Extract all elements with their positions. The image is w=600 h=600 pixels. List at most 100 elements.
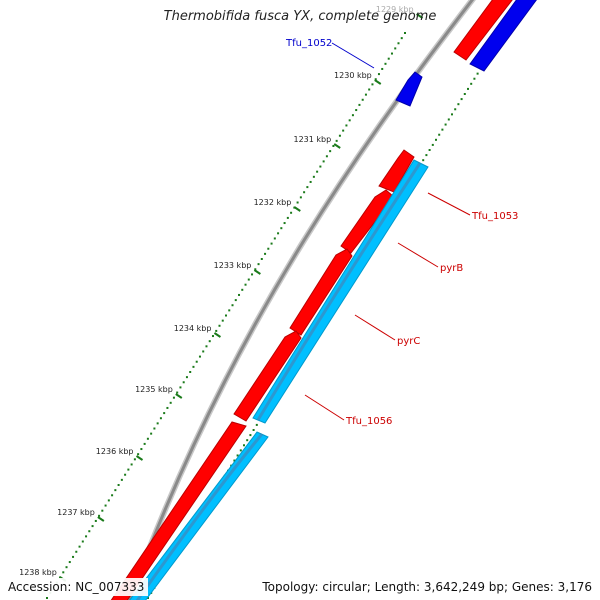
feature-tracks [108, 0, 540, 600]
gene-label[interactable]: pyrC [397, 336, 420, 347]
tick-dot-outer [394, 47, 397, 50]
tick-dot-outer [319, 165, 322, 168]
tick-dot-inner [447, 118, 450, 121]
gene-tfu-1056-arrow[interactable] [233, 330, 302, 422]
tick-dot-inner [473, 77, 476, 80]
tick-dot-outer [81, 540, 84, 543]
gene-top-blue[interactable] [469, 0, 540, 72]
tick-dot-outer [238, 293, 241, 296]
gene-label[interactable]: Tfu_1052 [285, 38, 332, 49]
tick-dot-outer [98, 514, 101, 517]
tick-dot-outer [75, 550, 78, 553]
genome-summary: Topology: circular; Length: 3,642,249 bp… [258, 578, 596, 596]
tick-dot-outer [218, 324, 221, 327]
gene-lower-red[interactable] [108, 421, 247, 600]
tick-dot-outer [127, 468, 130, 471]
tick-dot-outer [231, 304, 234, 307]
tick-major [213, 332, 222, 338]
gene-tfu-1053-arrow[interactable] [378, 149, 415, 193]
kbp-label: 1232 kbp [254, 198, 292, 207]
tick-dot-outer [101, 509, 104, 512]
kbp-label: 1238 kbp [19, 568, 57, 577]
tick-dot-inner [425, 154, 428, 157]
tick-dot-outer [146, 437, 149, 440]
tick-dot-outer [195, 360, 198, 363]
genome-title: Thermobifida fusca YX, complete genome [163, 9, 437, 24]
gene-label[interactable]: pyrB [440, 263, 463, 274]
gene-top-red[interactable] [453, 0, 516, 61]
tick-dot-inner [252, 429, 255, 431]
tick-dot-outer [277, 232, 280, 235]
tick-dot-inner [451, 113, 453, 116]
tick-major [175, 393, 183, 399]
tick-dot-outer [163, 412, 166, 415]
tick-dot-outer [377, 73, 380, 76]
tick-dot-outer [111, 494, 114, 497]
tick-dot-outer [371, 83, 374, 86]
kbp-label: 1236 kbp [96, 447, 134, 456]
gene-label-leader [354, 314, 396, 341]
cds-track-shade [256, 162, 422, 421]
gene-label-leader [331, 42, 375, 69]
tick-dot-outer [381, 67, 384, 70]
tick-dot-outer [342, 129, 345, 132]
tick-dot-outer [348, 119, 351, 122]
gene-label[interactable]: Tfu_1056 [345, 416, 392, 427]
tick-dot-outer [88, 530, 91, 533]
tick-dot-outer [198, 355, 201, 358]
tick-dot-outer [153, 427, 156, 430]
gene-label-leader [304, 394, 345, 421]
tick-dot-outer [338, 134, 341, 137]
tick-dot-outer [62, 571, 65, 574]
tick-dot-outer [260, 258, 263, 260]
tick-dot-outer [361, 98, 364, 101]
gene-tfu-1052-arrow[interactable] [395, 71, 423, 107]
tick-dot-inner [422, 159, 425, 162]
tick-major [135, 455, 144, 461]
accession-label: Accession: NC_007333 [4, 578, 149, 596]
tick-dot-outer [329, 150, 332, 153]
tick-dot-outer [94, 519, 97, 522]
tick-dot-outer [140, 448, 143, 451]
tick-dot-outer [104, 504, 107, 507]
tick-dot-outer [156, 422, 159, 425]
cds-track-shade-lower [135, 433, 264, 600]
gene-pyrC-arrow[interactable] [289, 248, 353, 336]
tick-dot-outer [166, 406, 169, 409]
tick-dot-inner [463, 93, 466, 95]
kbp-label: 1233 kbp [214, 261, 252, 270]
tick-dot-outer [312, 175, 315, 178]
tick-dot-inner [467, 87, 469, 90]
tick-dot-outer [65, 566, 68, 569]
tick-dot-outer [211, 335, 214, 338]
tick-dot-outer [299, 196, 302, 199]
gene-label[interactable]: Tfu_1053 [471, 211, 518, 222]
tick-major [416, 13, 424, 19]
tick-dot-outer [225, 314, 227, 317]
tick-major [293, 206, 301, 212]
tick-dot-inner [243, 444, 245, 447]
tick-dot-outer [169, 401, 172, 404]
kbp-label: 1229 kbp [376, 5, 414, 14]
tick-dot-outer [91, 525, 94, 528]
tick-dot-outer [185, 376, 188, 379]
tick-dot-outer [78, 545, 81, 548]
tick-dot-inner [431, 143, 434, 146]
tick-dot-outer [189, 371, 192, 373]
tick-dot-outer [368, 88, 371, 91]
tick-dot-inner [476, 72, 479, 75]
tick-major [97, 516, 105, 522]
tick-dot-outer [117, 484, 120, 486]
tick-dot-outer [143, 442, 146, 445]
tick-dot-outer [358, 103, 361, 106]
tick-dot-outer [404, 32, 406, 34]
tick-dot-outer [306, 186, 309, 189]
gene-label-leader [427, 192, 471, 216]
tick-dot-outer [72, 555, 75, 558]
gene-labels: 1229 kbp 1230 kbp 1231 kbp 1232 kbp 1233 kbp… [19, 5, 518, 577]
tick-dot-outer [322, 160, 325, 163]
tick-dot-outer [345, 124, 348, 127]
tick-marks [46, 13, 501, 599]
tick-dot-outer [296, 201, 299, 204]
